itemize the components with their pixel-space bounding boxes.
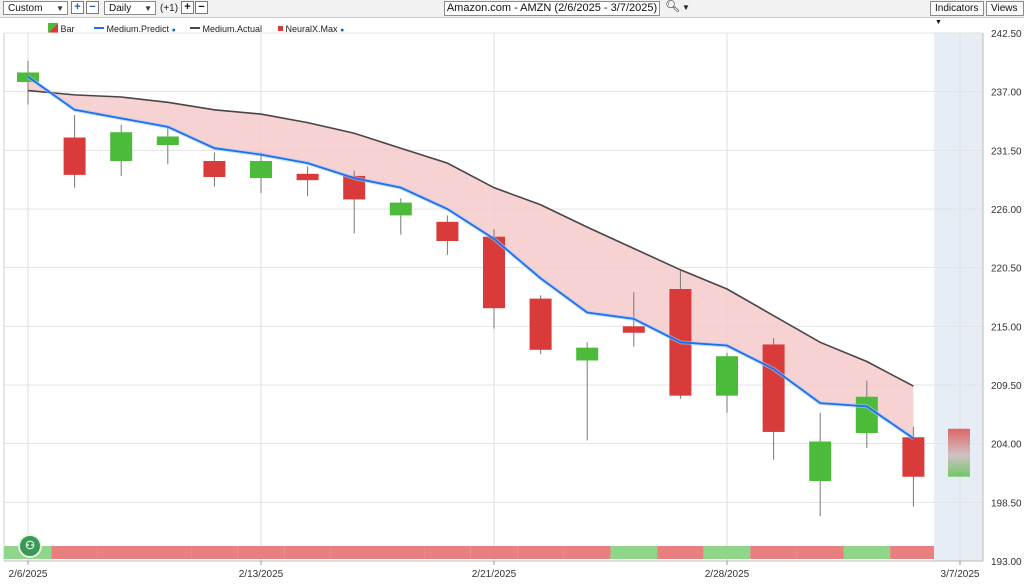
candle-body[interactable] <box>809 441 832 481</box>
signal-strip-cell[interactable] <box>610 546 658 559</box>
legend-label-medium-actual: Medium.Actual <box>202 24 263 34</box>
candle-body[interactable] <box>529 298 552 350</box>
candle-body[interactable] <box>343 175 366 200</box>
x-axis-tick-label: 2/13/2025 <box>239 569 284 580</box>
chevron-down-icon: ▼ <box>935 19 942 26</box>
candle-body[interactable] <box>389 202 412 216</box>
candle-body[interactable] <box>483 236 505 309</box>
candle-body[interactable] <box>250 161 272 179</box>
offset-decrease-button[interactable]: − <box>195 1 208 14</box>
x-axis-tick-label: 2/28/2025 <box>705 569 750 580</box>
y-axis-tick-label: 204.00 <box>991 440 1022 451</box>
signal-strip-cell[interactable] <box>470 546 518 559</box>
candle-body[interactable] <box>855 396 878 433</box>
candle-body[interactable] <box>436 221 459 241</box>
candle-body[interactable] <box>203 161 226 177</box>
y-axis-tick-label: 242.50 <box>991 29 1022 40</box>
candle-body[interactable] <box>63 137 86 175</box>
signal-strip-cell[interactable] <box>330 546 378 559</box>
signal-strip-cell[interactable] <box>517 546 564 559</box>
chevron-down-icon: ▼ <box>56 4 64 13</box>
candle-body[interactable] <box>576 347 599 361</box>
legend-label-medium-predict: Medium.Predict <box>106 24 170 34</box>
signal-strip-cell[interactable] <box>796 546 844 559</box>
legend-item-neuralx-max[interactable]: NeuralX.Max ● <box>278 23 344 37</box>
candle-body[interactable] <box>296 173 319 181</box>
signal-strip-cell[interactable] <box>144 546 192 559</box>
y-axis-tick-label: 231.50 <box>991 146 1022 157</box>
period-select-value: Custom <box>8 3 43 14</box>
plus-icon: + <box>184 1 191 13</box>
signal-strip-cell[interactable] <box>191 546 238 559</box>
candle-body[interactable] <box>762 344 785 432</box>
x-axis-tick-label: 3/7/2025 <box>941 569 980 580</box>
symbol-title-field[interactable]: Amazon.com - AMZN (2/6/2025 - 3/7/2025) <box>444 1 660 16</box>
candle-body[interactable] <box>622 326 645 333</box>
indicators-button[interactable]: Indicators ▼ <box>930 1 984 26</box>
indicators-label: Indicators <box>935 3 979 14</box>
search-icon[interactable]: 🔍︎ <box>665 0 681 13</box>
signal-strip-cell[interactable] <box>657 546 704 559</box>
signal-strip-cell[interactable] <box>97 546 145 559</box>
zoom-in-button[interactable]: + <box>71 1 84 14</box>
signal-strip-cell[interactable] <box>703 546 751 559</box>
signal-swatch-icon <box>278 26 283 31</box>
brand-logo-icon: ⚇ <box>18 534 42 558</box>
views-label: Views <box>991 3 1018 14</box>
medium-predict-line[interactable] <box>27 75 914 440</box>
y-axis-tick-label: 237.00 <box>991 88 1022 99</box>
y-axis-tick-label: 215.00 <box>991 322 1022 333</box>
chart-toolbar: Custom ▼ + − Daily ▼ (+1) + − Amazon.com… <box>0 0 1024 26</box>
offset-label: (+1) <box>160 3 179 14</box>
candle-body[interactable] <box>716 356 738 396</box>
signal-strip-cell[interactable] <box>563 546 611 559</box>
signal-strip-cell[interactable] <box>51 546 98 559</box>
dot-icon: ● <box>171 27 176 34</box>
interval-select[interactable]: Daily ▼ <box>104 1 156 15</box>
y-axis-tick-label: 193.00 <box>991 557 1022 568</box>
legend-item-medium-actual[interactable]: Medium.Actual <box>190 23 262 35</box>
offset-increase-button[interactable]: + <box>181 1 194 14</box>
signal-strip-cell[interactable] <box>843 546 891 559</box>
signal-strip-cell[interactable] <box>890 546 934 559</box>
forecast-area <box>934 33 983 561</box>
plus-icon: + <box>74 1 81 13</box>
chevron-down-icon[interactable]: ▼ <box>682 3 690 12</box>
forecast-candle[interactable] <box>948 428 970 477</box>
signal-strip-cell[interactable] <box>284 546 331 559</box>
legend-item-medium-predict[interactable]: Medium.Predict ● <box>94 23 176 37</box>
candle-body[interactable] <box>156 136 179 145</box>
signal-strip-cell[interactable] <box>377 546 425 559</box>
signal-strip-cell[interactable] <box>237 546 285 559</box>
y-axis-tick-label: 209.50 <box>991 381 1022 392</box>
x-axis-tick-label: 2/21/2025 <box>472 569 517 580</box>
medium-actual-line[interactable] <box>27 89 914 387</box>
signal-strip-cell[interactable] <box>424 546 471 559</box>
legend-item-bar[interactable]: Bar <box>48 23 75 35</box>
minus-icon: − <box>198 1 205 13</box>
candle-body[interactable] <box>902 437 925 477</box>
y-axis-tick-label: 220.50 <box>991 264 1022 275</box>
legend-label-neuralx-max: NeuralX.Max <box>285 24 338 34</box>
zoom-out-button[interactable]: − <box>86 1 99 14</box>
minus-icon: − <box>89 1 96 13</box>
chevron-down-icon: ▼ <box>144 4 152 13</box>
x-axis-tick-label: 2/6/2025 <box>9 569 48 580</box>
line-swatch-icon <box>190 27 200 29</box>
interval-select-value: Daily <box>109 3 132 14</box>
signal-strip-cell[interactable] <box>750 546 797 559</box>
period-select[interactable]: Custom ▼ <box>3 1 68 15</box>
y-axis-tick-label: 198.50 <box>991 498 1022 509</box>
line-swatch-icon <box>94 27 104 29</box>
legend-label-bar: Bar <box>60 24 75 34</box>
candle-body[interactable] <box>110 132 133 161</box>
bar-icon <box>48 23 58 33</box>
dot-icon: ● <box>340 27 345 34</box>
y-axis-tick-label: 226.00 <box>991 205 1022 216</box>
